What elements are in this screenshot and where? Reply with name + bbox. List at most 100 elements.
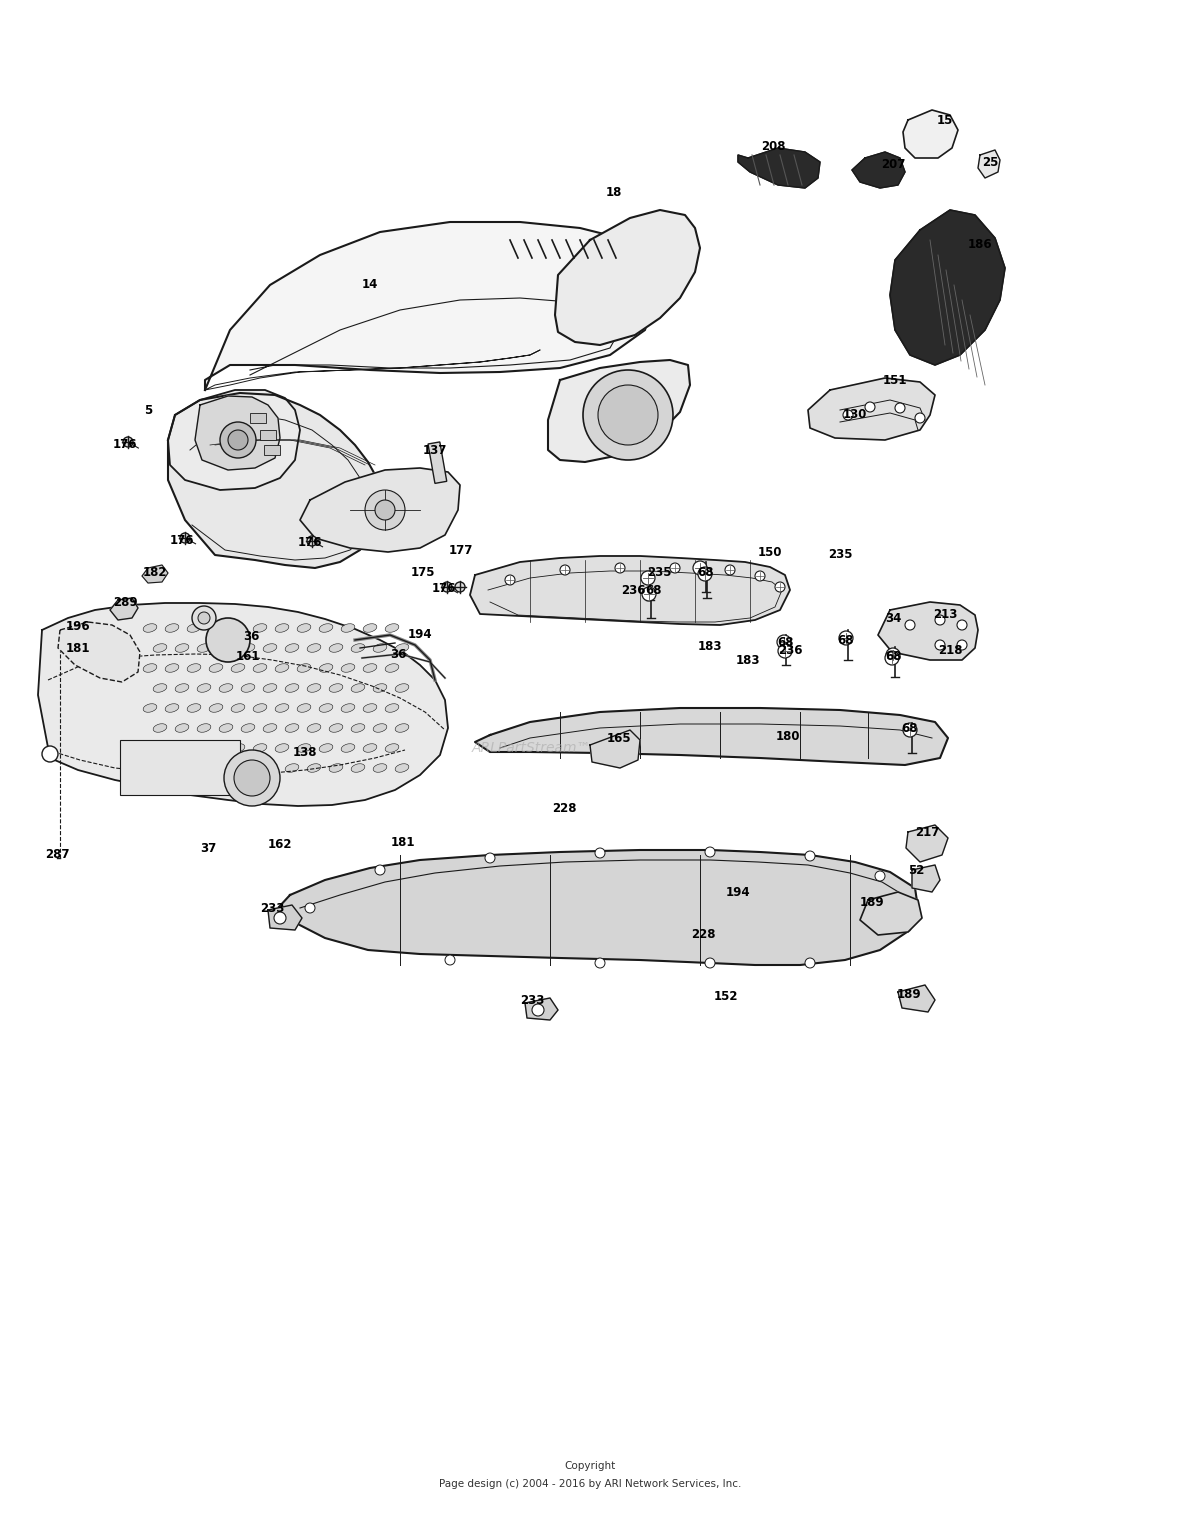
Text: 176: 176	[432, 583, 457, 595]
Ellipse shape	[319, 703, 333, 713]
Text: 189: 189	[860, 896, 884, 909]
Ellipse shape	[297, 703, 310, 713]
Bar	[264, 446, 280, 455]
Ellipse shape	[175, 723, 189, 732]
Circle shape	[843, 410, 853, 420]
Circle shape	[894, 403, 905, 414]
Text: 228: 228	[552, 801, 576, 815]
Ellipse shape	[209, 743, 223, 752]
Circle shape	[206, 618, 250, 662]
Polygon shape	[555, 211, 700, 345]
Ellipse shape	[143, 703, 157, 713]
Text: 162: 162	[268, 838, 293, 852]
Polygon shape	[903, 110, 958, 159]
Text: 68: 68	[902, 722, 918, 734]
Ellipse shape	[341, 703, 355, 713]
Text: 130: 130	[843, 409, 867, 421]
Circle shape	[42, 746, 58, 761]
Ellipse shape	[385, 624, 399, 632]
Ellipse shape	[352, 723, 365, 732]
Text: 180: 180	[775, 731, 800, 743]
Circle shape	[905, 620, 915, 630]
Circle shape	[876, 871, 885, 881]
Circle shape	[532, 1004, 544, 1016]
Ellipse shape	[297, 743, 310, 752]
Ellipse shape	[165, 703, 179, 713]
Ellipse shape	[395, 684, 408, 693]
Ellipse shape	[263, 723, 277, 732]
Ellipse shape	[352, 684, 365, 693]
Text: 189: 189	[897, 989, 922, 1001]
Polygon shape	[890, 211, 1005, 365]
Circle shape	[219, 423, 256, 458]
Ellipse shape	[241, 763, 255, 772]
Circle shape	[805, 852, 815, 861]
Ellipse shape	[263, 684, 277, 693]
Ellipse shape	[175, 644, 189, 652]
Ellipse shape	[175, 763, 189, 772]
Circle shape	[755, 571, 765, 581]
Text: 194: 194	[726, 885, 750, 899]
Ellipse shape	[275, 703, 289, 713]
Polygon shape	[978, 150, 999, 179]
Text: 37: 37	[199, 841, 216, 855]
Text: 14: 14	[362, 279, 378, 291]
Circle shape	[181, 533, 190, 543]
Ellipse shape	[352, 763, 365, 772]
Polygon shape	[860, 893, 922, 935]
Ellipse shape	[197, 644, 211, 652]
Text: 236: 236	[778, 644, 802, 658]
Polygon shape	[878, 601, 978, 661]
Ellipse shape	[352, 644, 365, 652]
Ellipse shape	[329, 723, 343, 732]
Ellipse shape	[363, 703, 376, 713]
Ellipse shape	[219, 763, 232, 772]
Text: 5: 5	[144, 403, 152, 417]
Ellipse shape	[385, 703, 399, 713]
Circle shape	[192, 606, 216, 630]
Text: 287: 287	[45, 848, 70, 862]
Text: 137: 137	[422, 444, 447, 456]
Ellipse shape	[254, 743, 267, 752]
Ellipse shape	[188, 743, 201, 752]
Polygon shape	[58, 623, 140, 682]
Text: 183: 183	[697, 641, 722, 653]
Circle shape	[778, 644, 792, 658]
Ellipse shape	[275, 664, 289, 673]
Text: 25: 25	[982, 156, 998, 168]
Circle shape	[704, 958, 715, 967]
Circle shape	[957, 620, 966, 630]
Circle shape	[957, 639, 966, 650]
Text: 213: 213	[933, 609, 957, 621]
Text: 151: 151	[883, 374, 907, 386]
Text: 186: 186	[968, 238, 992, 252]
Bar	[260, 430, 276, 439]
Ellipse shape	[286, 723, 299, 732]
Ellipse shape	[153, 644, 166, 652]
Ellipse shape	[341, 624, 355, 632]
Polygon shape	[300, 468, 460, 552]
Bar	[428, 443, 447, 484]
Text: 236: 236	[621, 584, 645, 598]
Ellipse shape	[254, 664, 267, 673]
Text: 176: 176	[297, 537, 322, 549]
Ellipse shape	[219, 684, 232, 693]
Ellipse shape	[275, 624, 289, 632]
Ellipse shape	[286, 644, 299, 652]
Ellipse shape	[143, 664, 157, 673]
Ellipse shape	[297, 624, 310, 632]
Ellipse shape	[319, 624, 333, 632]
Ellipse shape	[153, 723, 166, 732]
Text: 233: 233	[260, 902, 284, 914]
Ellipse shape	[231, 624, 244, 632]
Polygon shape	[476, 708, 948, 765]
Text: 176: 176	[170, 534, 195, 546]
Ellipse shape	[197, 723, 211, 732]
Circle shape	[693, 562, 707, 575]
Bar	[120, 740, 240, 795]
Ellipse shape	[363, 743, 376, 752]
Circle shape	[670, 563, 680, 572]
Circle shape	[699, 568, 712, 581]
Text: 18: 18	[605, 186, 622, 198]
Text: 217: 217	[914, 826, 939, 838]
